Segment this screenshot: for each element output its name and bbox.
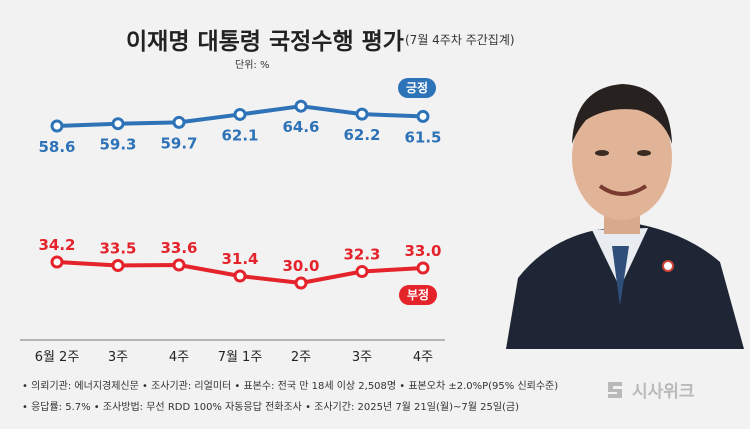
pos-series-point-5	[355, 107, 369, 121]
x-tick-label-4: 2주	[291, 350, 311, 365]
x-tick-label-5: 3주	[352, 350, 372, 365]
neg-series-point-5	[355, 265, 369, 278]
neg-series-point-4	[294, 276, 308, 290]
pos-series-point-1	[111, 117, 125, 131]
neg-series-value-label-3: 31.4	[221, 250, 258, 268]
neg-series-value-label-0: 34.2	[38, 236, 75, 254]
footer-panel	[0, 366, 750, 429]
neg-series-value-label-6: 33.0	[404, 242, 441, 260]
person-illustration	[488, 48, 750, 349]
pos-series-value-label-6: 61.5	[404, 128, 441, 146]
president-photo	[488, 48, 750, 349]
neg-series-value-label-5: 32.3	[343, 246, 380, 264]
pos-series-value-label-2: 59.7	[160, 134, 197, 152]
neg-series-point-2	[172, 258, 186, 272]
x-tick-label-6: 4주	[413, 350, 433, 365]
pos-series-point-2	[172, 115, 186, 129]
neg-series-point-3	[233, 269, 247, 283]
x-tick-labels: 6월 2주 3주 4주 7월 1주 2주 3주 4주	[35, 350, 433, 365]
negative-series: 34.2 33.5 33.6 31.4 30.0 32.3 33.0	[38, 236, 442, 290]
x-tick-label-1: 3주	[108, 350, 128, 365]
neg-series-point-0	[50, 255, 64, 269]
footer-method-info: • 응답률: 5.7% • 조사방법: 무선 RDD 100% 자동응답 전화조…	[22, 402, 520, 413]
x-tick-label-3: 7월 1주	[218, 350, 263, 365]
pos-series-value-label-5: 62.2	[343, 126, 380, 144]
logo-text: 시사위크	[632, 382, 695, 402]
pos-series-point-0	[50, 119, 64, 133]
neg-series-value-label-1: 33.5	[99, 240, 136, 258]
legend-positive: 긍정	[398, 78, 437, 98]
neg-series-value-label-4: 30.0	[282, 257, 319, 275]
pos-series-point-4	[294, 99, 308, 113]
sisaweek-logo-icon	[608, 382, 622, 398]
legend-negative: 부정	[399, 285, 438, 305]
positive-series: 58.6 59.3 59.7 62.1 64.6 62.2 61.5	[38, 99, 442, 156]
x-tick-label-2: 4주	[169, 350, 189, 365]
pos-series-value-label-3: 62.1	[221, 126, 258, 144]
neg-series-value-label-2: 33.6	[160, 239, 197, 257]
chart-title: 이재명 대통령 국정수행 평가	[126, 29, 404, 55]
pos-series-value-label-4: 64.6	[282, 118, 319, 136]
chart-subtitle: (7월 4주차 주간집계)	[405, 33, 515, 47]
pos-series-value-label-1: 59.3	[99, 136, 136, 154]
unit-label: 단위: %	[235, 60, 270, 71]
pos-series-point-3	[233, 107, 247, 121]
neg-series-point-1	[111, 259, 125, 272]
x-tick-label-0: 6월 2주	[35, 350, 80, 365]
pos-series-point-6	[416, 109, 430, 123]
neg-series-point-6	[416, 261, 430, 275]
pos-series-value-label-0: 58.6	[38, 138, 75, 156]
footer-survey-info: • 의뢰기관: 에너지경제신문 • 조사기관: 리얼미터 • 표본수: 전국 만…	[22, 381, 559, 392]
